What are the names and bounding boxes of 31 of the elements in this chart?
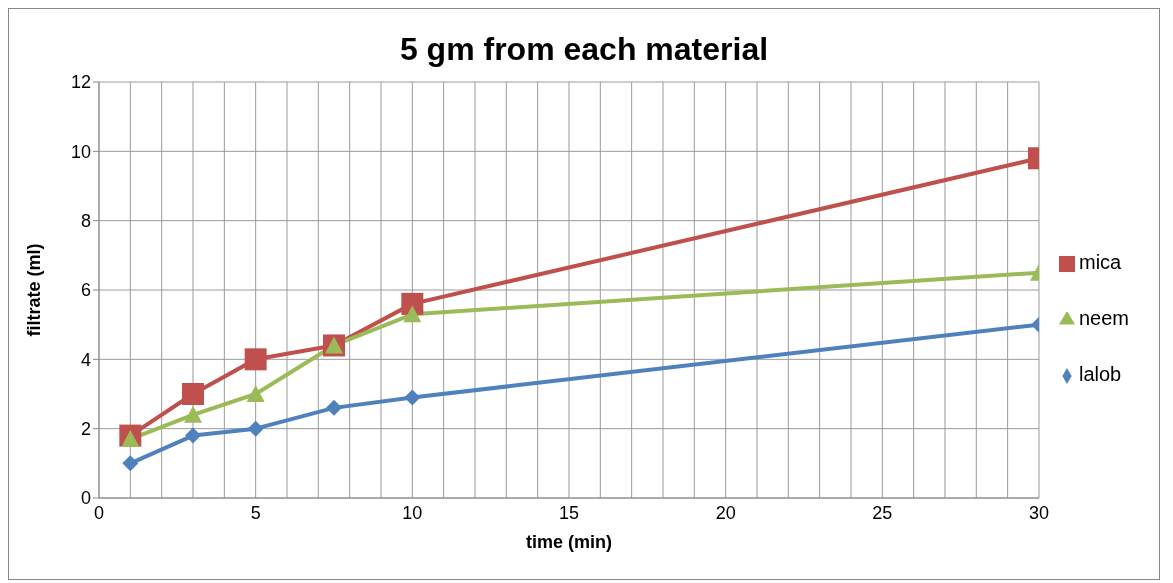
point — [403, 305, 422, 323]
x-tick-label: 5 — [250, 502, 261, 523]
x-tick-label: 30 — [1028, 502, 1049, 523]
x-tick-label: 25 — [872, 502, 893, 523]
x-tick-label: 20 — [715, 502, 736, 523]
point — [244, 348, 267, 371]
y-tick-label: 6 — [80, 280, 91, 301]
point — [121, 430, 140, 448]
y-tick-label: 2 — [80, 419, 91, 440]
legend-label: neem — [1078, 307, 1129, 329]
legend-label: mica — [1078, 251, 1122, 273]
point — [122, 455, 139, 472]
chart-title: 5 gm from each material — [398, 31, 770, 68]
y-tick-label: 4 — [80, 349, 91, 370]
y-tick-label: 0 — [80, 488, 91, 509]
point — [184, 405, 202, 423]
point — [247, 420, 264, 437]
x-tick-label: 10 — [402, 502, 423, 523]
y-tick-label: 8 — [80, 211, 91, 232]
point — [325, 399, 342, 416]
point — [246, 385, 265, 402]
x-tick-label: 0 — [93, 502, 105, 523]
point — [182, 383, 204, 405]
y-tick-label: 10 — [70, 141, 91, 162]
y-tick-label: 12 — [70, 72, 91, 93]
point — [185, 427, 201, 444]
legend-label: lalob — [1078, 363, 1122, 385]
point — [404, 389, 421, 406]
x-tick-label: 15 — [558, 502, 579, 523]
x-axis-title: time (min) — [525, 532, 612, 552]
y-axis-title: filtrate (ml) — [24, 243, 45, 337]
